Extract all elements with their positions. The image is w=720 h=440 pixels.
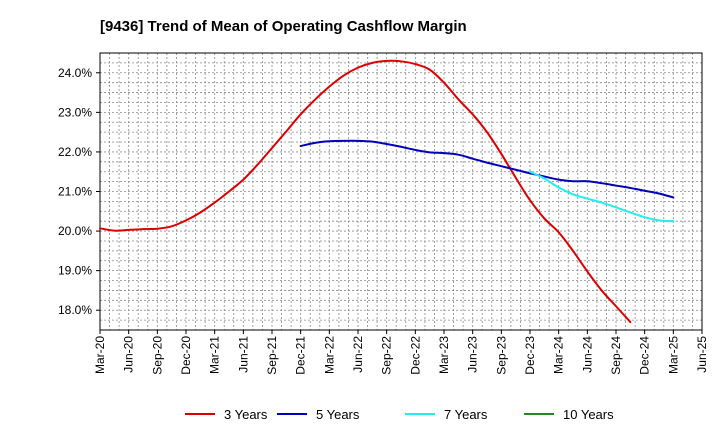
y-axis: 18.0% 19.0% 20.0% 21.0% 22.0% 23.0% 24.0% [58, 66, 100, 317]
legend-label-3-years: 3 Years [224, 407, 268, 422]
y-tick-label: 24.0% [58, 66, 92, 80]
x-tick-label: Dec-24 [638, 336, 652, 375]
chart-title: [9436] Trend of Mean of Operating Cashfl… [100, 18, 467, 35]
y-tick-label: 21.0% [58, 185, 92, 199]
x-tick-label: Mar-24 [552, 336, 566, 374]
x-tick-label: Sep-21 [265, 336, 279, 375]
x-tick-label: Dec-21 [294, 336, 308, 375]
legend: 3 Years 5 Years 7 Years 10 Years [185, 407, 614, 422]
x-tick-label: Mar-25 [666, 336, 680, 374]
legend-label-5-years: 5 Years [316, 407, 360, 422]
x-tick-label: Jun-24 [580, 336, 594, 373]
legend-label-7-years: 7 Years [444, 407, 488, 422]
y-tick-label: 22.0% [58, 145, 92, 159]
x-tick-label: Jun-20 [122, 336, 136, 373]
x-tick-label: Sep-23 [494, 336, 508, 375]
y-tick-label: 18.0% [58, 303, 92, 317]
x-tick-label: Mar-22 [322, 336, 336, 374]
x-tick-label: Sep-20 [150, 336, 164, 375]
series-lines [99, 59, 675, 324]
x-tick-label: Dec-23 [523, 336, 537, 375]
x-tick-label: Jun-25 [695, 336, 709, 373]
y-tick-label: 23.0% [58, 105, 92, 119]
x-tick-label: Dec-20 [179, 336, 193, 375]
x-tick-label: Sep-22 [380, 336, 394, 375]
x-tick-label: Dec-22 [408, 336, 422, 375]
y-tick-label: 20.0% [58, 224, 92, 238]
x-tick-label: Mar-21 [208, 336, 222, 374]
series-line-7-years [529, 170, 675, 223]
y-tick-label: 19.0% [58, 264, 92, 278]
horizontal-gridlines [100, 62, 702, 321]
x-tick-label: Mar-20 [93, 336, 107, 374]
x-tick-label: Jun-23 [466, 336, 480, 373]
series-line-3-years [99, 59, 632, 324]
x-tick-label: Jun-21 [236, 336, 250, 373]
x-tick-label: Mar-23 [437, 336, 451, 374]
x-tick-label: Jun-22 [351, 336, 365, 373]
x-tick-label: Sep-24 [609, 336, 623, 375]
series-line-5-years [299, 139, 675, 199]
legend-label-10-years: 10 Years [563, 407, 614, 422]
x-axis: Mar-20 Jun-20 Sep-20 Dec-20 Mar-21 Jun-21 Sep-… [93, 330, 709, 375]
